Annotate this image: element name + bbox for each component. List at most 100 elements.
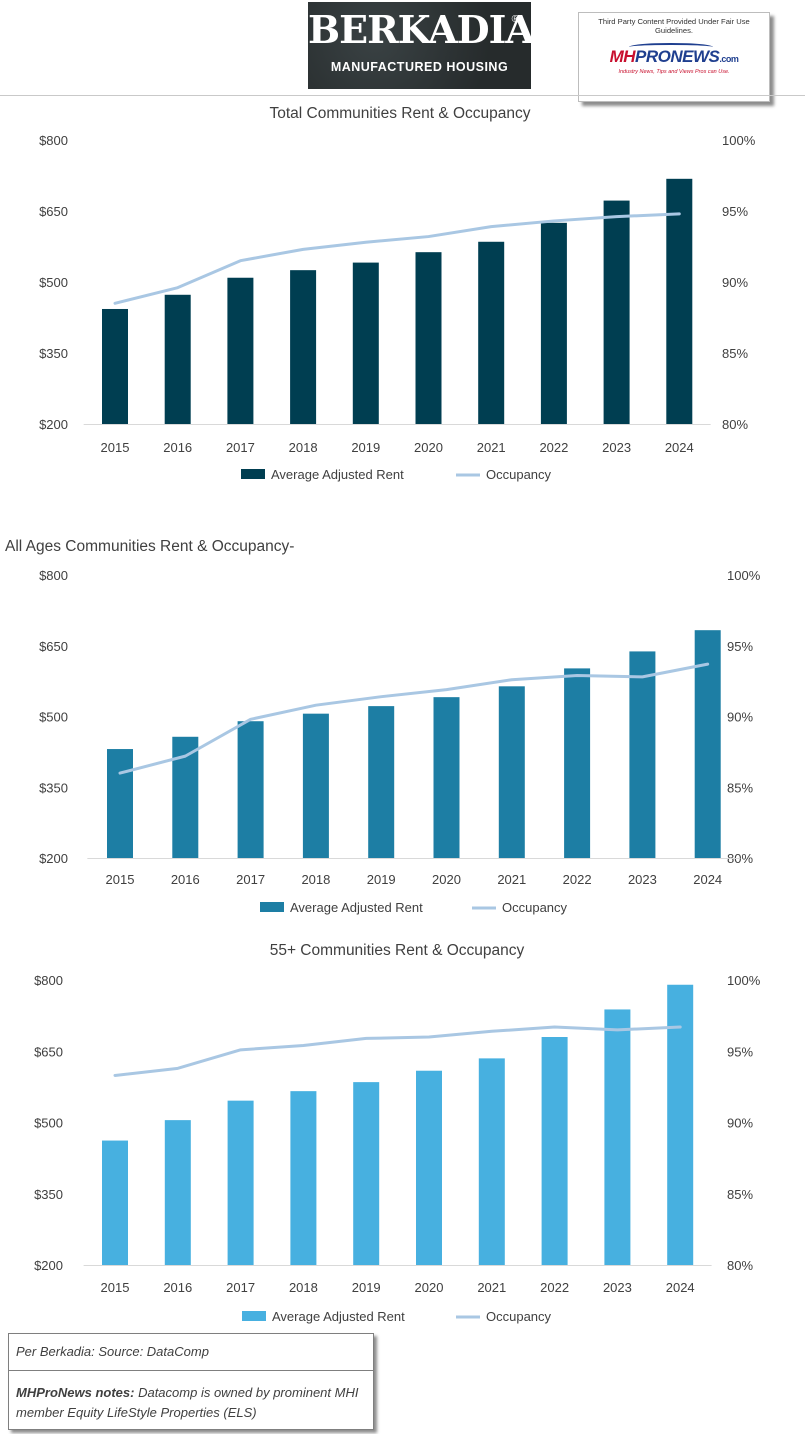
fair-use-notice: Third Party Content Provided Under Fair … [598, 17, 750, 35]
x-tick-label: 2021 [477, 440, 506, 455]
rent-bar [498, 686, 525, 858]
rent-bar [227, 1100, 254, 1265]
x-tick-label: 2022 [563, 872, 592, 887]
x-tick-label: 2019 [352, 1280, 381, 1295]
chart-title: Total Communities Rent & Occupancy [269, 105, 530, 122]
y-left-tick-label: $650 [39, 639, 68, 654]
rent-bar [540, 222, 567, 424]
y-right-tick-label: 100% [727, 568, 761, 583]
occupancy-line [118, 662, 710, 775]
x-tick-label: 2019 [367, 872, 396, 887]
x-tick-label: 2020 [415, 1280, 444, 1295]
y-right-tick-label: 85% [727, 1187, 753, 1202]
x-tick-label: 2015 [106, 872, 135, 887]
berkadia-logo: BERKADIA ® MANUFACTURED HOUSING [308, 2, 535, 89]
chart-svg: 55+ Communities Rent & Occupancy $800 $650… [34, 942, 761, 1324]
rent-bar [164, 294, 191, 424]
x-tick-label: 2022 [540, 1280, 569, 1295]
y-left-tick-label: $500 [34, 1116, 63, 1131]
y-left-tick-label: $500 [39, 275, 68, 290]
y-left-tick-label: $800 [39, 133, 68, 148]
y-left-tick-label: $800 [34, 973, 63, 988]
y-right-tick-label: 90% [727, 1116, 753, 1131]
rent-bar [164, 1120, 191, 1265]
chart-total-communities: Total Communities Rent & Occupancy $800 $6… [0, 98, 805, 500]
legend-rent-label: Average Adjusted Rent [290, 900, 423, 915]
y-left-tick-label: $350 [34, 1187, 63, 1202]
legend-rent-label: Average Adjusted Rent [272, 1309, 405, 1324]
rent-bar [368, 706, 395, 858]
source-credit: Per Berkadia: Source: DataComp [16, 1344, 209, 1359]
rent-bar [353, 1082, 380, 1265]
mhpronews-logo: MHPRONEWS.com [579, 47, 769, 67]
x-tick-label: 2015 [101, 1280, 130, 1295]
y-right-tick-label: 85% [722, 346, 748, 361]
x-tick-label: 2018 [289, 1280, 318, 1295]
logo-com: .com [719, 54, 739, 64]
y-left-tick-label: $800 [39, 568, 68, 583]
x-tick-label: 2017 [226, 440, 255, 455]
rent-bar [102, 308, 128, 424]
note-divider [9, 1370, 373, 1371]
rent-bar [415, 252, 442, 424]
rent-bar [352, 262, 379, 424]
occupancy-line [113, 1025, 682, 1077]
x-tick-label: 2024 [665, 440, 694, 455]
y-right-tick-label: 95% [727, 1044, 753, 1059]
y-left-tick-label: $350 [39, 346, 68, 361]
rent-bar [478, 1058, 505, 1265]
x-tick-label: 2020 [432, 872, 461, 887]
y-right-tick-label: 100% [722, 133, 756, 148]
y-right-tick-label: 85% [727, 780, 753, 795]
y-right-tick-label: 95% [722, 204, 748, 219]
y-right-tick-label: 90% [727, 710, 753, 725]
note-text: Datacomp is owned by prominent MHI membe… [16, 1385, 359, 1420]
x-tick-label: 2021 [477, 1280, 506, 1295]
fair-use-notice-box: Third Party Content Provided Under Fair … [578, 12, 770, 102]
rent-bar [237, 721, 264, 858]
logo-registered-mark: ® [511, 14, 519, 25]
chart-title: 55+ Communities Rent & Occupancy [270, 942, 525, 959]
rent-bar [667, 984, 694, 1265]
legend-occupancy-label: Occupancy [486, 1309, 552, 1324]
x-tick-label: 2017 [236, 872, 265, 887]
y-left-tick-label: $650 [39, 204, 68, 219]
logo-pronews: PRONEWS [635, 47, 720, 66]
y-left-tick-label: $500 [39, 710, 68, 725]
y-right-tick-label: 90% [722, 275, 748, 290]
x-tick-label: 2020 [414, 440, 443, 455]
rent-bar [290, 1091, 317, 1265]
rent-bar [102, 1140, 128, 1265]
chart-all-ages-communities: All Ages Communities Rent & Occupancy- $8… [0, 532, 805, 920]
y-left-tick-label: $200 [39, 851, 68, 866]
rent-bar [433, 697, 460, 858]
rent-bar [666, 178, 693, 424]
note-label: MHProNews notes: [16, 1385, 135, 1400]
header-divider [0, 95, 805, 96]
legend-bar-swatch [260, 902, 284, 912]
y-left-tick-label: $200 [34, 1258, 63, 1273]
chart-title: All Ages Communities Rent & Occupancy- [5, 538, 294, 555]
rent-bar [564, 668, 591, 858]
x-tick-label: 2017 [226, 1280, 255, 1295]
rent-bar [694, 630, 721, 858]
y-left-tick-label: $350 [39, 780, 68, 795]
x-tick-label: 2023 [602, 440, 631, 455]
y-right-tick-label: 100% [727, 973, 761, 988]
rent-bar [107, 749, 133, 858]
occupancy-line [113, 212, 681, 305]
x-tick-label: 2024 [666, 1280, 695, 1295]
rent-bar [603, 200, 630, 424]
legend-occupancy-label: Occupancy [486, 467, 552, 482]
y-right-tick-label: 80% [727, 1258, 753, 1273]
rent-bar [416, 1070, 442, 1265]
rent-bar [227, 277, 254, 424]
logo-brand: BERKADIA [308, 7, 535, 52]
x-tick-label: 2015 [101, 440, 130, 455]
rent-bar [290, 270, 317, 424]
x-tick-label: 2016 [163, 440, 192, 455]
chart-55-plus-communities: 55+ Communities Rent & Occupancy $800 $650… [0, 935, 805, 1333]
logo-mh: MH [609, 47, 636, 66]
logo-subtitle: MANUFACTURED HOUSING [330, 60, 509, 74]
x-tick-label: 2022 [539, 440, 568, 455]
